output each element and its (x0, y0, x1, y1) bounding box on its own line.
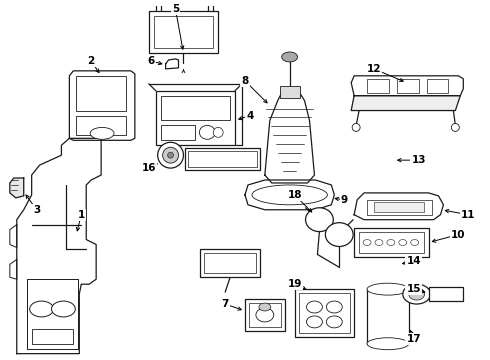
Text: 15: 15 (406, 284, 421, 294)
Bar (249, 303, 281, 327)
Bar (397, 79, 418, 93)
Polygon shape (351, 76, 464, 96)
Ellipse shape (158, 142, 183, 168)
Ellipse shape (199, 125, 215, 139)
Bar (359, 231, 424, 253)
Ellipse shape (409, 288, 425, 300)
Polygon shape (70, 71, 135, 140)
Ellipse shape (213, 127, 223, 137)
Bar (185, 148, 260, 170)
Ellipse shape (306, 208, 333, 231)
Ellipse shape (256, 308, 274, 322)
Ellipse shape (363, 239, 371, 246)
Ellipse shape (367, 283, 409, 295)
Ellipse shape (399, 239, 407, 246)
Polygon shape (351, 96, 460, 111)
Polygon shape (17, 138, 101, 354)
Text: 18: 18 (287, 190, 302, 200)
Bar (189, 151, 257, 167)
Text: 14: 14 (406, 256, 421, 266)
Polygon shape (10, 260, 17, 279)
Ellipse shape (411, 239, 418, 246)
Bar (76, 116, 126, 135)
Ellipse shape (30, 301, 53, 317)
Bar (76, 76, 126, 111)
Bar (298, 293, 350, 333)
Bar (161, 96, 230, 121)
Ellipse shape (451, 123, 459, 131)
Ellipse shape (51, 301, 75, 317)
Ellipse shape (367, 338, 409, 350)
Bar (245, 299, 285, 331)
Text: 19: 19 (288, 279, 302, 289)
Bar (367, 200, 432, 215)
Ellipse shape (307, 316, 322, 328)
Polygon shape (10, 225, 17, 247)
Bar (280, 86, 299, 98)
Text: 2: 2 (88, 56, 95, 66)
Text: 4: 4 (246, 111, 254, 121)
Bar (374, 202, 424, 212)
Text: 12: 12 (367, 64, 381, 74)
Bar (200, 249, 260, 277)
Polygon shape (10, 178, 24, 198)
Bar (149, 11, 218, 53)
Text: 8: 8 (242, 76, 248, 86)
Ellipse shape (325, 223, 353, 247)
Polygon shape (245, 180, 334, 210)
Ellipse shape (259, 303, 271, 311)
Ellipse shape (403, 284, 431, 304)
Text: 5: 5 (172, 4, 179, 14)
Ellipse shape (168, 152, 173, 158)
Text: 16: 16 (142, 163, 156, 173)
Ellipse shape (90, 127, 114, 139)
Polygon shape (354, 193, 443, 220)
Ellipse shape (352, 123, 360, 131)
Bar (354, 228, 429, 257)
Bar (427, 79, 448, 93)
Bar (367, 79, 389, 93)
Ellipse shape (307, 301, 322, 313)
Text: 13: 13 (412, 155, 426, 165)
Text: 11: 11 (461, 210, 475, 220)
Bar (294, 289, 354, 337)
Ellipse shape (163, 147, 178, 163)
Ellipse shape (387, 239, 395, 246)
Ellipse shape (375, 239, 383, 246)
Polygon shape (166, 59, 178, 69)
Bar (161, 125, 196, 140)
Text: 1: 1 (77, 210, 85, 220)
Bar (26, 279, 78, 349)
Text: 10: 10 (451, 230, 466, 239)
Text: 3: 3 (33, 205, 40, 215)
Polygon shape (265, 89, 315, 183)
Text: 9: 9 (341, 195, 348, 205)
Bar (156, 91, 235, 145)
Bar (204, 253, 256, 273)
Bar (367, 289, 409, 344)
Bar (32, 329, 74, 344)
Ellipse shape (326, 301, 342, 313)
Ellipse shape (282, 52, 297, 62)
Text: 6: 6 (147, 56, 154, 66)
Bar (429, 287, 464, 301)
Text: 7: 7 (221, 299, 229, 309)
Text: 17: 17 (406, 334, 421, 344)
Ellipse shape (252, 185, 327, 205)
Bar (154, 16, 213, 48)
Ellipse shape (326, 316, 342, 328)
